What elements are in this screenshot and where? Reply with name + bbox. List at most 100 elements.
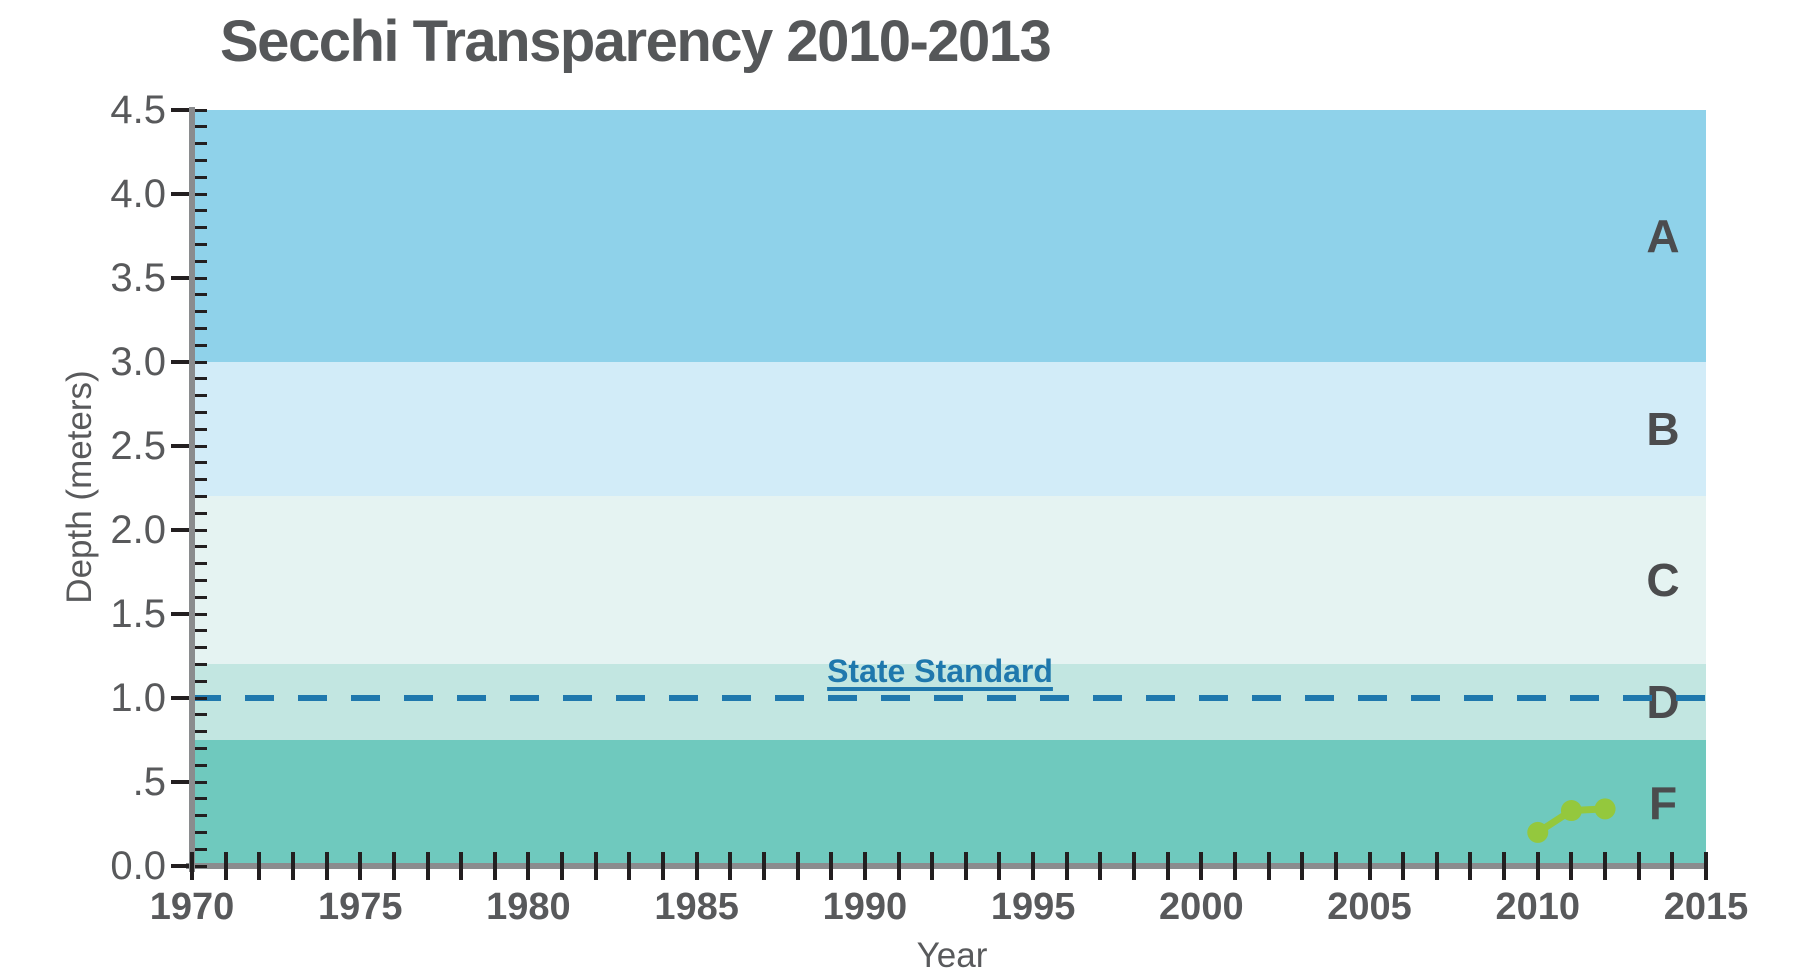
y-tick-label: 1.0	[110, 676, 166, 720]
x-tick	[526, 852, 531, 880]
y-minor-tick	[195, 662, 207, 666]
y-minor-tick	[195, 108, 207, 112]
grade-band-b	[192, 362, 1706, 497]
x-tick	[1199, 852, 1204, 880]
y-major-tick	[171, 276, 189, 280]
x-tick	[930, 852, 935, 880]
x-tick	[1232, 852, 1237, 880]
x-tick	[1704, 852, 1708, 880]
y-minor-tick	[195, 478, 207, 482]
x-tick	[190, 852, 194, 880]
y-minor-tick	[195, 730, 207, 734]
state-standard-label: State Standard	[827, 653, 1053, 689]
x-tick	[324, 852, 329, 880]
y-minor-tick	[195, 780, 207, 784]
y-minor-tick	[195, 175, 207, 179]
x-tick	[1098, 852, 1103, 880]
y-minor-tick	[195, 847, 207, 851]
x-tick	[1502, 852, 1507, 880]
y-minor-tick	[195, 427, 207, 431]
x-tick-label: 2000	[1159, 886, 1244, 928]
x-tick	[1670, 852, 1675, 880]
x-tick-label: 2005	[1327, 886, 1412, 928]
series-point	[1560, 800, 1582, 822]
y-minor-tick	[195, 142, 207, 146]
y-major-tick	[171, 696, 189, 700]
y-minor-tick	[195, 696, 207, 700]
y-minor-tick	[195, 343, 207, 347]
y-minor-tick	[195, 562, 207, 566]
x-tick	[627, 852, 632, 880]
x-tick	[257, 852, 262, 880]
x-tick	[1266, 852, 1271, 880]
y-minor-tick	[195, 310, 207, 314]
grade-band-f	[192, 740, 1706, 866]
y-minor-tick	[195, 578, 207, 582]
y-minor-tick	[195, 629, 207, 633]
y-minor-tick	[195, 209, 207, 213]
x-tick	[459, 852, 464, 880]
y-minor-tick	[195, 461, 207, 465]
y-major-tick	[171, 444, 189, 448]
y-minor-tick	[195, 242, 207, 246]
x-axis-line	[186, 863, 1706, 869]
series-point	[1527, 821, 1549, 843]
x-tick	[661, 852, 666, 880]
y-major-tick	[171, 864, 189, 868]
y-minor-tick	[195, 646, 207, 650]
series-point	[1594, 798, 1616, 820]
x-tick	[728, 852, 733, 880]
chart-title: Secchi Transparency 2010-2013	[220, 9, 1052, 74]
x-tick-label: 2010	[1495, 886, 1581, 928]
y-minor-tick	[195, 612, 207, 616]
x-tick	[694, 852, 699, 880]
grade-band-letter-d: D	[1646, 676, 1680, 729]
x-tick-label: 1990	[822, 886, 908, 928]
x-tick	[1636, 852, 1641, 880]
grade-band-c	[192, 496, 1706, 665]
grade-band-a	[192, 110, 1706, 362]
x-tick	[290, 852, 295, 880]
x-tick-label: 1975	[317, 886, 403, 928]
y-minor-tick	[195, 377, 207, 381]
y-minor-tick	[195, 125, 207, 129]
x-tick	[896, 852, 901, 880]
x-tick	[593, 852, 598, 880]
y-minor-tick	[195, 259, 207, 263]
y-minor-tick	[195, 226, 207, 230]
x-tick-label: 1970	[149, 886, 235, 928]
y-tick-label: 3.5	[110, 256, 166, 300]
y-minor-tick	[195, 797, 207, 801]
y-major-tick	[171, 108, 189, 112]
y-major-tick	[171, 528, 189, 532]
x-tick	[862, 852, 867, 880]
y-tick-label: 4.0	[110, 172, 166, 216]
y-major-tick	[171, 192, 189, 196]
grade-band-letter-b: B	[1646, 403, 1680, 456]
x-tick	[560, 852, 565, 880]
x-tick	[1401, 852, 1406, 880]
y-tick-label: 0.0	[110, 844, 166, 888]
x-tick	[425, 852, 430, 880]
y-minor-tick	[195, 511, 207, 515]
x-tick	[1468, 852, 1473, 880]
grade-band-letter-f: F	[1648, 777, 1678, 829]
x-tick	[492, 852, 497, 880]
y-minor-tick	[195, 746, 207, 750]
grade-band-letter-a: A	[1646, 210, 1680, 262]
y-minor-tick	[195, 326, 207, 330]
x-tick	[1569, 852, 1574, 880]
y-minor-tick	[195, 528, 207, 532]
y-minor-tick	[195, 713, 207, 717]
y-tick-label: 3.0	[110, 340, 166, 384]
y-minor-tick	[195, 679, 207, 683]
y-major-tick	[171, 612, 189, 616]
y-tick-label: 1.5	[110, 592, 166, 636]
y-minor-tick	[195, 360, 207, 364]
x-tick	[1132, 852, 1137, 880]
y-tick-label: 2.5	[110, 424, 166, 468]
x-tick	[997, 852, 1002, 880]
y-minor-tick	[195, 394, 207, 398]
